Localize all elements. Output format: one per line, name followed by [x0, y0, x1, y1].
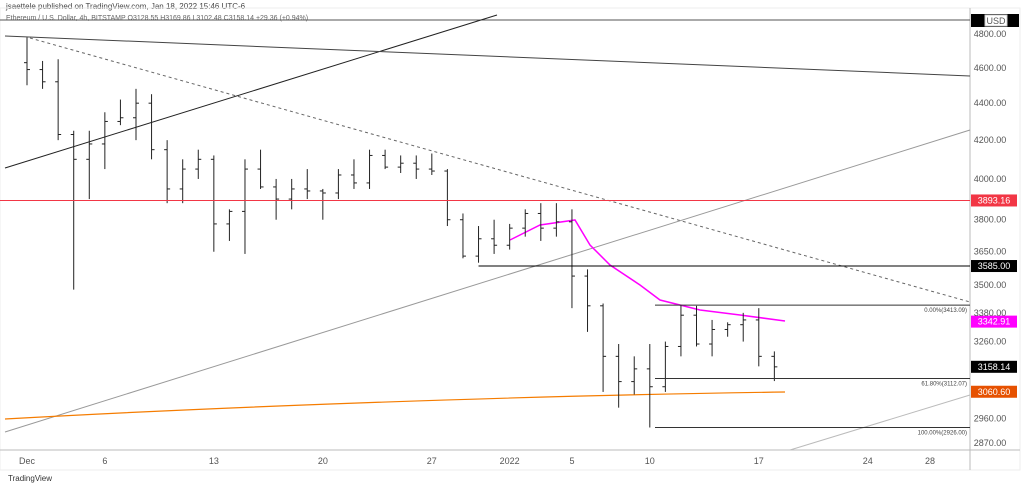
vwap-line [509, 219, 786, 322]
ohlc-bar [755, 308, 762, 367]
ohlc-bar [335, 169, 342, 200]
ohlc-bar [39, 60, 46, 89]
ohlc-bar [646, 344, 653, 428]
date-tick-label: 6 [102, 456, 107, 466]
ohlc-bar [537, 203, 544, 241]
ohlc-bar [257, 149, 264, 189]
ohlc-bar [553, 203, 560, 237]
date-tick-label: 10 [645, 456, 655, 466]
ohlc-bar [444, 169, 451, 227]
ohlc-bar [584, 269, 591, 332]
ohlc-bar [179, 159, 186, 204]
ohlc-bar [724, 322, 731, 337]
ohlc-bar [475, 226, 482, 263]
date-tick-label: 13 [209, 456, 219, 466]
ohlc-bar [740, 312, 747, 342]
price-tick-label: 4800.00 [974, 29, 1007, 39]
fib-level-label: 61.80%(3112.07) [921, 381, 967, 387]
ohlc-bar [382, 149, 389, 170]
date-tick-label: 17 [754, 456, 764, 466]
ohlc-bar [319, 188, 326, 220]
ohlc-bar [522, 209, 529, 237]
price-tag-label: 3342.91 [978, 317, 1011, 327]
moving-average-line [4, 391, 786, 420]
ohlc-bar [132, 88, 139, 141]
price-tick-label: 2870.00 [974, 438, 1007, 448]
price-tick-label: 2960.00 [974, 413, 1007, 423]
price-tag [971, 385, 1017, 398]
channel-line-upper[interactable] [4, 129, 971, 433]
ohlc-bar [568, 209, 575, 309]
price-tick-label: 3260.00 [974, 337, 1007, 347]
date-tick-label: 24 [863, 456, 873, 466]
date-tick-label: Dec [19, 456, 36, 466]
price-tag-label: 3585.00 [978, 261, 1011, 271]
price-tag [971, 260, 1017, 273]
date-tick-label: 2022 [500, 456, 520, 466]
ohlc-bar [366, 149, 373, 189]
price-tag [971, 194, 1017, 207]
ohlc-bar [101, 112, 108, 170]
ohlc-bar [677, 305, 684, 357]
date-tick-label: 5 [569, 456, 574, 466]
price-tick-label: 4000.00 [974, 174, 1007, 184]
ohlc-bar [55, 59, 62, 141]
price-tick-label: 3650.00 [974, 247, 1007, 257]
ohlc-bar [693, 305, 700, 347]
dashed-trendline[interactable] [29, 37, 971, 303]
price-tag-label: 3893.16 [978, 195, 1011, 205]
date-tick-label: 20 [318, 456, 328, 466]
currency-label: USD [986, 16, 1006, 26]
trendline-falling[interactable] [4, 35, 971, 77]
symbol-legend: Ethereum / U.S. Dollar, 4h, BITSTAMP O31… [6, 15, 309, 22]
price-tick-label: 4200.00 [974, 135, 1007, 145]
fib-level-label: 0.00%(3413.09) [924, 308, 967, 314]
price-tag-label: 3158.14 [978, 362, 1011, 372]
price-tick-label: 3500.00 [974, 280, 1007, 290]
ohlc-bar [86, 130, 93, 200]
ohlc-bar [771, 351, 778, 382]
ohlc-bar [241, 159, 248, 254]
ohlc-bar [195, 149, 202, 179]
date-tick-label: 28 [925, 456, 935, 466]
ohlc-bar [210, 155, 217, 252]
ohlc-bar [491, 219, 498, 254]
channel-line-lower[interactable] [789, 394, 971, 451]
ohlc-bar [273, 178, 280, 220]
ohlc-bar [459, 213, 466, 259]
price-tag [971, 315, 1017, 328]
ohlc-bar [506, 223, 513, 250]
ohlc-bar [631, 356, 638, 395]
price-tag-label: 3060.60 [978, 387, 1011, 397]
ohlc-bar [148, 94, 155, 160]
price-tick-label: 4400.00 [974, 98, 1007, 108]
ohlc-bar [24, 37, 30, 86]
ohlc-bar [117, 99, 124, 126]
price-tick-label: 3380.00 [974, 308, 1007, 318]
ohlc-bar [662, 341, 669, 392]
ohlc-bar [615, 344, 622, 408]
price-tag [971, 360, 1017, 373]
tradingview-logo: TradingView [8, 474, 53, 483]
ohlc-bar [350, 159, 357, 189]
trendline-rising[interactable] [4, 14, 498, 169]
ohlc-bar [164, 140, 171, 204]
ohlc-bar [226, 209, 233, 241]
ohlc-bar [428, 153, 435, 175]
ohlc-bar [413, 155, 420, 179]
ohlc-bar [709, 319, 716, 357]
ohlc-bar [397, 155, 404, 174]
ohlc-bar [288, 178, 295, 210]
ohlc-bar [600, 303, 607, 392]
ohlc-bar [304, 169, 311, 200]
price-tick-label: 3800.00 [974, 215, 1007, 225]
price-tick-label: 4600.00 [974, 63, 1007, 73]
publish-info: jsaettele published on TradingView.com, … [6, 2, 246, 11]
top-tag: USD [971, 14, 1019, 27]
ohlc-bar [70, 130, 77, 290]
date-tick-label: 27 [427, 456, 437, 466]
fib-level-label: 100.00%(2926.00) [918, 431, 967, 437]
